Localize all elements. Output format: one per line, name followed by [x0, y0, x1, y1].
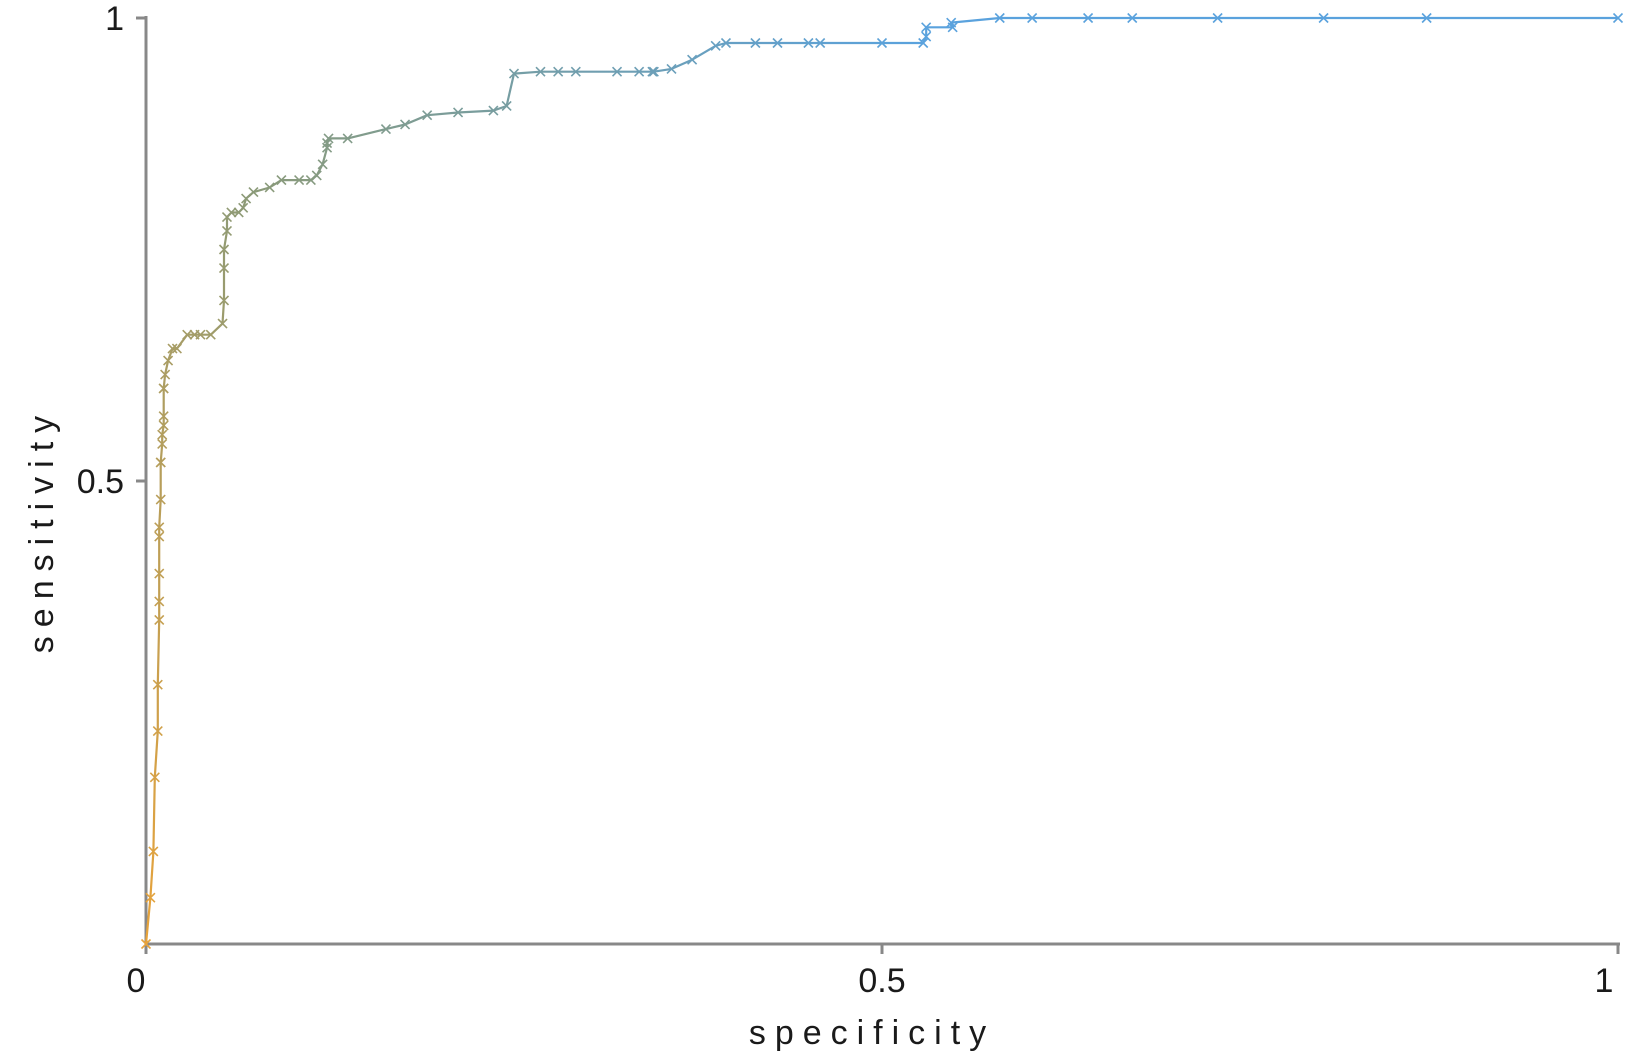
roc-curve-line	[144, 16, 1618, 945]
roc-point	[876, 37, 888, 49]
roc-point	[611, 66, 623, 77]
roc-point	[946, 17, 957, 28]
roc-point	[710, 40, 721, 51]
roc-point	[1421, 12, 1432, 24]
roc-point	[501, 100, 512, 112]
roc-point	[140, 938, 152, 950]
x-tick-label: 0	[127, 962, 146, 1000]
roc-point	[154, 531, 165, 542]
roc-markers	[140, 12, 1624, 950]
roc-point	[720, 37, 732, 49]
roc-point	[218, 244, 230, 255]
roc-point	[157, 438, 168, 450]
roc-point	[452, 107, 464, 118]
roc-point	[921, 22, 932, 33]
roc-point	[276, 174, 287, 186]
roc-point	[311, 170, 322, 181]
roc-point	[553, 66, 564, 77]
roc-point	[535, 66, 546, 77]
roc-point	[155, 494, 166, 505]
roc-point	[264, 182, 275, 193]
roc-point	[647, 66, 658, 77]
roc-point	[380, 124, 392, 135]
roc-point	[994, 12, 1005, 24]
roc-point	[1318, 12, 1329, 24]
tick-labels: 0.5 1 0 0.5 1	[77, 0, 1614, 1000]
roc-point	[634, 66, 645, 77]
roc-point	[155, 457, 166, 468]
roc-point	[921, 31, 932, 42]
roc-point	[152, 725, 163, 737]
roc-point	[154, 596, 165, 607]
roc-point	[1127, 12, 1138, 24]
roc-point	[687, 54, 698, 65]
roc-point	[666, 63, 677, 74]
roc-point	[317, 159, 328, 170]
roc-point	[154, 522, 165, 533]
y-axis-title: sensitivity	[23, 407, 61, 653]
roc-point	[750, 37, 761, 49]
roc-point	[772, 37, 783, 49]
roc-point	[815, 37, 826, 49]
roc-point	[1212, 12, 1223, 24]
roc-point	[1612, 12, 1624, 24]
roc-curve	[144, 16, 1618, 945]
roc-point	[218, 295, 230, 306]
roc-point	[171, 343, 182, 354]
roc-point	[205, 329, 216, 340]
roc-point	[305, 174, 316, 186]
roc-point	[217, 318, 228, 329]
roc-point	[154, 568, 165, 579]
roc-point	[154, 614, 165, 625]
x-tick-label: 1	[1595, 962, 1614, 1000]
y-tick-label: 0.5	[77, 463, 124, 501]
roc-point	[803, 37, 814, 49]
roc-point	[163, 355, 174, 366]
roc-point	[145, 892, 156, 903]
roc-point	[158, 420, 169, 431]
roc-point	[422, 110, 433, 121]
x-tick-label: 0.5	[858, 962, 905, 1000]
roc-point	[160, 369, 171, 380]
roc-point	[294, 174, 305, 186]
roc-point	[182, 329, 193, 340]
roc-point	[648, 66, 659, 77]
roc-point	[157, 429, 168, 440]
roc-point	[152, 679, 163, 690]
roc-point	[221, 225, 233, 237]
roc-point	[1027, 12, 1038, 24]
roc-point	[918, 37, 929, 49]
roc-point	[323, 133, 334, 144]
roc-point	[488, 105, 499, 116]
y-tick-label: 1	[105, 0, 124, 38]
roc-point	[508, 68, 520, 79]
roc-point	[158, 411, 169, 422]
roc-point	[158, 383, 169, 394]
roc-point	[400, 119, 411, 130]
roc-point	[321, 142, 333, 153]
roc-point	[226, 207, 237, 218]
roc-point	[248, 187, 259, 198]
roc-point	[195, 329, 206, 340]
roc-point	[238, 202, 249, 213]
roc-point	[570, 66, 581, 77]
x-axis-title: specificity	[749, 1014, 995, 1052]
roc-point	[218, 262, 230, 274]
roc-point	[148, 846, 159, 857]
roc-point	[167, 343, 178, 354]
axes	[136, 16, 1620, 954]
roc-point	[1083, 12, 1094, 24]
roc-point	[149, 772, 160, 783]
roc-point	[342, 133, 353, 144]
